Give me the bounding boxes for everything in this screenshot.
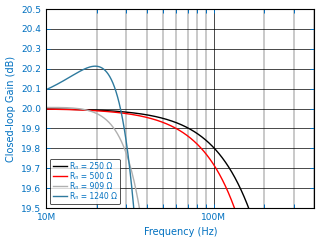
Line: R_F = 250 Ω: R_F = 250 Ω — [46, 109, 315, 243]
Y-axis label: Closed-loop Gain (dB): Closed-loop Gain (dB) — [5, 55, 16, 162]
R_F = 500 Ω — [91, 109, 94, 112]
R_F = 500 Ω — [75, 108, 79, 111]
R_F = 909 Ω — [91, 110, 95, 113]
R_F = 1240 Ω — [93, 65, 97, 68]
R_F = 500 Ω — [147, 117, 151, 120]
Line: R_F = 1240 Ω: R_F = 1240 Ω — [46, 66, 315, 243]
R_F = 909 Ω — [75, 107, 79, 110]
R_F = 1240 Ω — [75, 72, 79, 75]
R_F = 1240 Ω — [44, 88, 48, 91]
R_F = 909 Ω — [51, 106, 54, 109]
R_F = 1240 Ω — [91, 65, 94, 68]
R_F = 250 Ω — [147, 114, 151, 117]
R_F = 500 Ω — [159, 120, 163, 123]
R_F = 500 Ω — [44, 108, 48, 111]
R_F = 250 Ω — [159, 116, 163, 119]
R_F = 250 Ω — [91, 109, 94, 112]
X-axis label: Frequency (Hz): Frequency (Hz) — [144, 227, 217, 237]
R_F = 250 Ω — [44, 107, 48, 110]
Legend: Rₙ = 250 Ω, Rₙ = 500 Ω, Rₙ = 909 Ω, Rₙ = 1240 Ω: Rₙ = 250 Ω, Rₙ = 500 Ω, Rₙ = 909 Ω, Rₙ =… — [50, 159, 120, 204]
R_F = 250 Ω — [75, 108, 79, 111]
R_F = 909 Ω — [44, 106, 48, 109]
Line: R_F = 500 Ω: R_F = 500 Ω — [46, 109, 315, 243]
Line: R_F = 909 Ω: R_F = 909 Ω — [46, 107, 315, 243]
